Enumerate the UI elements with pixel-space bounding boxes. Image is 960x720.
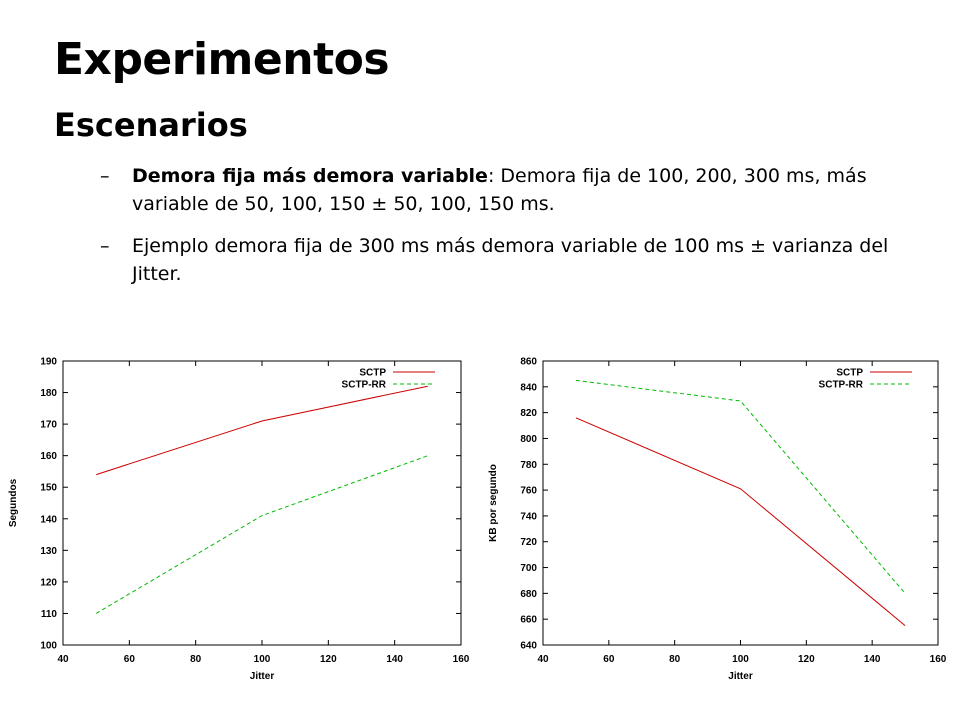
y-tick-label: 170 [40,420,57,431]
series-line-sctp [96,385,428,476]
y-tick-label: 820 [520,408,537,419]
y-tick-label: 150 [40,483,57,494]
y-tick-label: 120 [40,577,57,588]
y-tick-label: 180 [40,388,57,399]
bullet-item: – Demora fija más demora variable: Demor… [100,162,900,218]
y-tick-label: 700 [520,563,537,574]
x-tick-label: 120 [320,654,337,665]
x-tick-label: 120 [798,654,815,665]
slide-subtitle: Escenarios [54,106,248,144]
legend-label: SCTP [836,368,863,379]
bullet-bold-text: Demora fija más demora variable [132,165,488,187]
chart-kb-por-segundo: 40 60 80 100 120 140 160 640 660 680 700 720 740 760 7… [488,357,947,683]
y-tick-label: 660 [520,615,537,626]
x-tick-label: 100 [732,654,749,665]
y-tick-label: 160 [40,451,57,462]
legend-label: SCTP-RR [342,380,387,391]
x-tick-label: 100 [254,654,271,665]
y-tick-label: 760 [520,486,537,497]
bullet-dash: – [100,235,110,257]
x-axis-label: Jitter [250,671,275,682]
bullet-list: – Demora fija más demora variable: Demor… [100,162,900,302]
y-tick-label: 190 [40,357,57,368]
plot-frame [542,360,939,646]
y-tick-label: 640 [520,641,537,652]
slide-title: Experimentos [54,34,390,85]
legend-label: SCTP-RR [819,380,864,391]
bullet-dash: – [100,165,110,187]
legend-label: SCTP [359,368,386,379]
y-tick-label: 860 [520,357,537,368]
y-tick-label: 100 [40,641,57,652]
x-tick-label: 140 [864,654,881,665]
x-tick-label: 160 [930,654,947,665]
x-axis-label: Jitter [728,671,753,682]
series-line-sctp [575,417,906,626]
series-line-sctp-rr [575,379,906,594]
x-tick-label: 160 [453,654,470,665]
y-tick-label: 780 [520,460,537,471]
y-tick-label: 680 [520,589,537,600]
y-axis-label: Segundos [8,478,19,527]
y-tick-label: 140 [40,514,57,525]
x-tick-label: 140 [386,654,403,665]
y-tick-label: 110 [41,609,58,620]
x-tick-label: 60 [124,654,136,665]
plot-frame [62,360,462,646]
bullet-item: – Ejemplo demora fija de 300 ms más demo… [100,232,900,288]
y-tick-label: 740 [520,511,537,522]
bullet-text: : Demora fija de 100, 200, 300 ms, más v… [132,165,867,215]
chart-segundos: 40 60 80 100 120 140 160 100 110 120 130 140 150 160 1… [8,357,470,683]
y-axis-label: KB por segundo [488,464,499,542]
x-tick-label: 40 [537,654,549,665]
y-tick-label: 130 [40,546,57,557]
y-tick-label: 720 [520,537,537,548]
y-tick-label: 800 [520,434,537,445]
series-line-sctp-rr [95,455,428,614]
x-tick-label: 40 [57,654,69,665]
x-tick-label: 60 [603,654,615,665]
x-tick-label: 80 [190,654,202,665]
y-tick-label: 840 [520,382,537,393]
x-tick-label: 80 [669,654,681,665]
bullet-text: Ejemplo demora fija de 300 ms más demora… [132,235,889,285]
